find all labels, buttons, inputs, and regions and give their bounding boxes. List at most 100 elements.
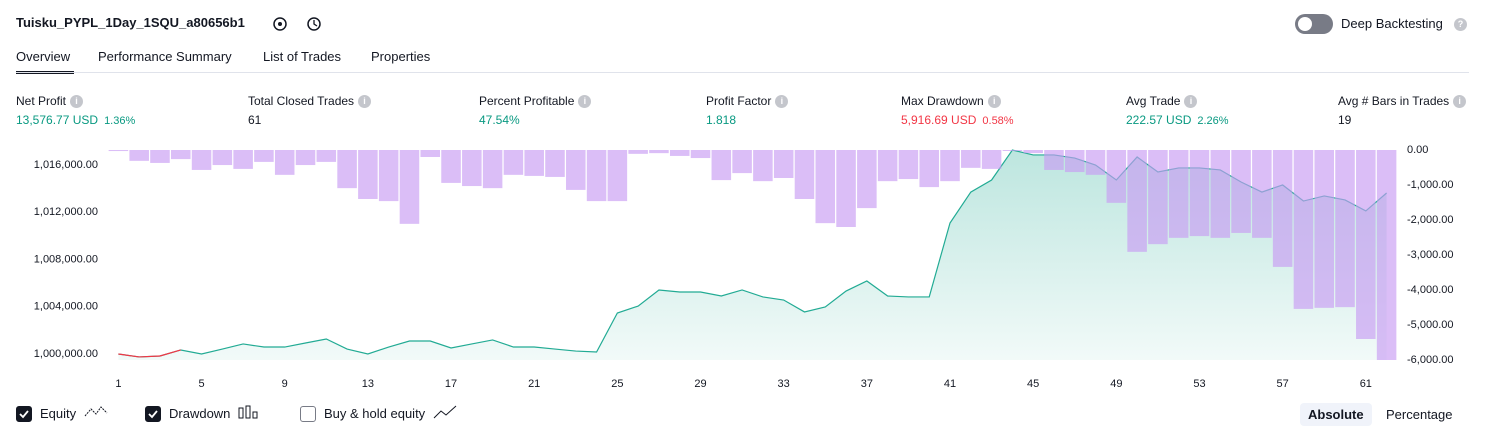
- drawdown-bar: [628, 150, 648, 154]
- alert-icon-hands: [313, 20, 318, 27]
- drawdown-bar: [129, 150, 149, 161]
- deep-backtesting-toggle[interactable]: [1295, 14, 1333, 34]
- metric-value: 5,916.69 USD 0.58%: [901, 113, 1014, 127]
- drawdown-bar: [254, 150, 274, 162]
- metric: Net Profit i: [16, 94, 84, 108]
- drawdown-bar: [274, 150, 295, 175]
- scale-button[interactable]: Absolute: [1300, 403, 1372, 426]
- metric: Max Drawdown i: [901, 94, 1001, 108]
- drawdown-bar: [1314, 150, 1335, 308]
- info-icon[interactable]: i: [358, 94, 372, 108]
- drawdown-bar: [191, 150, 212, 170]
- drawdown-bar: [441, 150, 461, 183]
- drawdown-bar: [961, 150, 981, 168]
- drawdown-bar: [337, 150, 357, 189]
- tab[interactable]: Overview: [16, 49, 71, 64]
- equity-below-start: [159, 349, 181, 357]
- drawdown-bar: [586, 150, 607, 202]
- info-icon[interactable]: i: [1184, 94, 1198, 108]
- drawdown-bar: [1356, 150, 1376, 339]
- metric-value-text: 61: [248, 113, 262, 127]
- scale-button[interactable]: Percentage: [1386, 407, 1453, 422]
- legend-item[interactable]: Drawdown: [145, 405, 260, 422]
- metric-value-text: 5,916.69 USD: [901, 113, 977, 127]
- help-icon[interactable]: ?: [1454, 18, 1467, 31]
- x-tick-label: 17: [445, 378, 457, 390]
- drawdown-bar: [753, 150, 773, 182]
- drawdown-bar: [794, 150, 815, 199]
- drawdown-bar: [1231, 150, 1251, 233]
- chart: 1,000,000.00 1,004,000.00 1,008,000.00 1,01…: [34, 144, 1454, 390]
- drawdown-bar: [1085, 150, 1106, 175]
- checkbox[interactable]: [16, 405, 32, 422]
- drawdown-bar: [773, 150, 794, 178]
- drawdown-bar: [150, 150, 170, 163]
- info-icon[interactable]: i: [70, 94, 84, 108]
- drawdown-bar: [877, 150, 898, 182]
- alert-icon[interactable]: [307, 17, 321, 31]
- drawdown-bar: [399, 150, 420, 224]
- x-tick-label: 21: [528, 378, 540, 390]
- separator: [16, 72, 1469, 73]
- drawdown-bar: [711, 150, 732, 181]
- drawdown-bar: [545, 150, 565, 177]
- settings-icon[interactable]: [273, 17, 287, 31]
- drawdown-bar: [1023, 150, 1043, 154]
- equity-area: [118, 150, 1387, 360]
- x-tick-label: 29: [694, 378, 706, 390]
- drawdown-bar: [1252, 150, 1272, 238]
- metric-value: 61: [248, 113, 261, 127]
- info-icon[interactable]: i: [775, 94, 789, 108]
- drawdown-bar: [981, 150, 1002, 169]
- y2-tick-label: -4,000.00: [1407, 284, 1453, 296]
- y2-tick-label: -5,000.00: [1407, 319, 1453, 331]
- checkbox[interactable]: [300, 405, 316, 422]
- drawdown-bar: [1127, 150, 1147, 252]
- metric: Total Closed Trades i: [248, 94, 372, 108]
- info-icon[interactable]: i: [1453, 94, 1467, 108]
- checkbox[interactable]: [145, 405, 161, 422]
- x-tick-label: 45: [1027, 378, 1039, 390]
- drawdown-bar: [1189, 150, 1210, 237]
- y-tick-label: 1,004,000.00: [34, 301, 98, 313]
- info-icon[interactable]: i: [578, 94, 592, 108]
- tab[interactable]: Properties: [371, 49, 431, 64]
- legend-label: Drawdown: [169, 406, 231, 421]
- legend-icon: [84, 405, 108, 422]
- x-tick-label: 57: [1277, 378, 1289, 390]
- drawdown-bar: [836, 150, 856, 227]
- legend-item[interactable]: Equity: [16, 405, 108, 422]
- drawdown-bar: [1335, 150, 1355, 308]
- metric: Avg Trade i: [1126, 94, 1198, 108]
- drawdown-bar: [732, 150, 752, 174]
- drawdown-bar: [524, 150, 544, 176]
- metric-value: 19: [1338, 113, 1351, 127]
- drawdown-bar: [503, 150, 524, 175]
- x-tick-label: 1: [115, 378, 121, 390]
- metric-value-text: 1.818: [706, 113, 737, 127]
- y-tick-label: 1,008,000.00: [34, 253, 98, 265]
- metric-label: Avg Trade: [1126, 94, 1181, 108]
- legend-label: Buy & hold equity: [324, 406, 426, 421]
- x-tick-label: 41: [944, 378, 956, 390]
- legend-icon: [433, 405, 457, 422]
- metric-label: Total Closed Trades: [248, 94, 355, 108]
- y-tick-label: 1,016,000.00: [34, 159, 98, 171]
- y-tick-label: 1,012,000.00: [34, 206, 98, 218]
- tab[interactable]: Performance Summary: [98, 49, 232, 64]
- tab[interactable]: List of Trades: [263, 49, 342, 64]
- metric-label: Profit Factor: [706, 94, 772, 108]
- x-tick-label: 9: [282, 378, 288, 390]
- drawdown-bar: [170, 150, 191, 160]
- drawdown-bar: [1376, 150, 1397, 360]
- drawdown-bar: [690, 150, 711, 159]
- legend-label: Equity: [40, 406, 77, 421]
- info-icon[interactable]: i: [987, 94, 1001, 108]
- metric-value-text: 47.54%: [479, 113, 520, 127]
- metric: Profit Factor i: [706, 94, 789, 108]
- legend-item[interactable]: Buy & hold equity: [300, 405, 457, 422]
- drawdown-bar: [358, 150, 378, 199]
- drawdown-bar: [316, 150, 337, 162]
- legend-icon: [238, 405, 260, 422]
